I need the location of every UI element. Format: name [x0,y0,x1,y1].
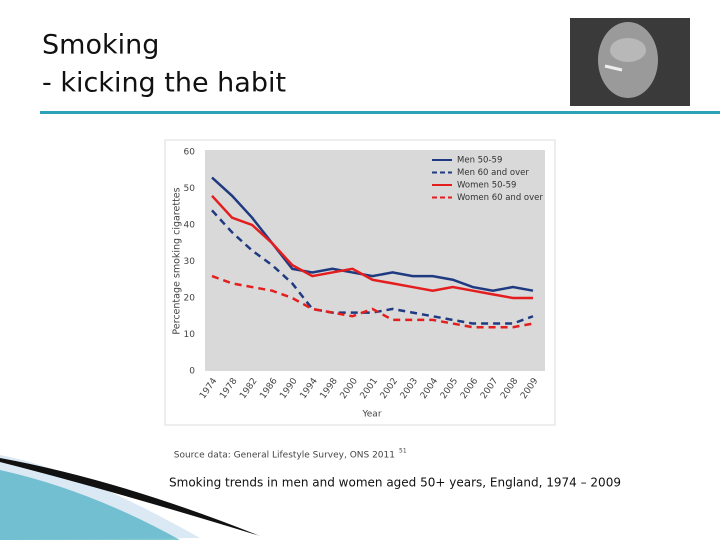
caption: Smoking trends in men and women aged 50+… [169,476,621,490]
series-line [211,274,534,329]
y-tick-label: 40 [184,221,196,231]
series-line [211,194,533,300]
source-ref: 51 [399,448,407,455]
legend-label: Women 60 and over [457,193,543,203]
x-axis-label: Year [361,410,381,420]
legend-label: Men 60 and over [457,168,529,178]
y-tick-label: 10 [184,330,196,340]
y-tick-label: 60 [184,148,196,158]
title-rule [40,111,720,114]
legend-label: Men 50-59 [457,156,502,166]
y-tick-label: 50 [184,184,196,194]
series-line [211,176,534,292]
plot-area [205,150,545,371]
decoration [0,455,260,540]
y-tick-label: 30 [184,257,196,267]
y-axis-label: Percentage smoking cigarettes [172,187,183,334]
source-note: Source data: General Lifestyle Survey, O… [174,451,395,461]
y-tick-label: 0 [189,367,195,377]
series-line [211,209,534,325]
title-line: - kicking the habit [42,68,286,99]
legend-label: Women 50-59 [457,181,516,191]
title-line: Smoking [42,30,159,61]
y-tick-label: 20 [184,294,196,304]
photo [570,18,690,106]
